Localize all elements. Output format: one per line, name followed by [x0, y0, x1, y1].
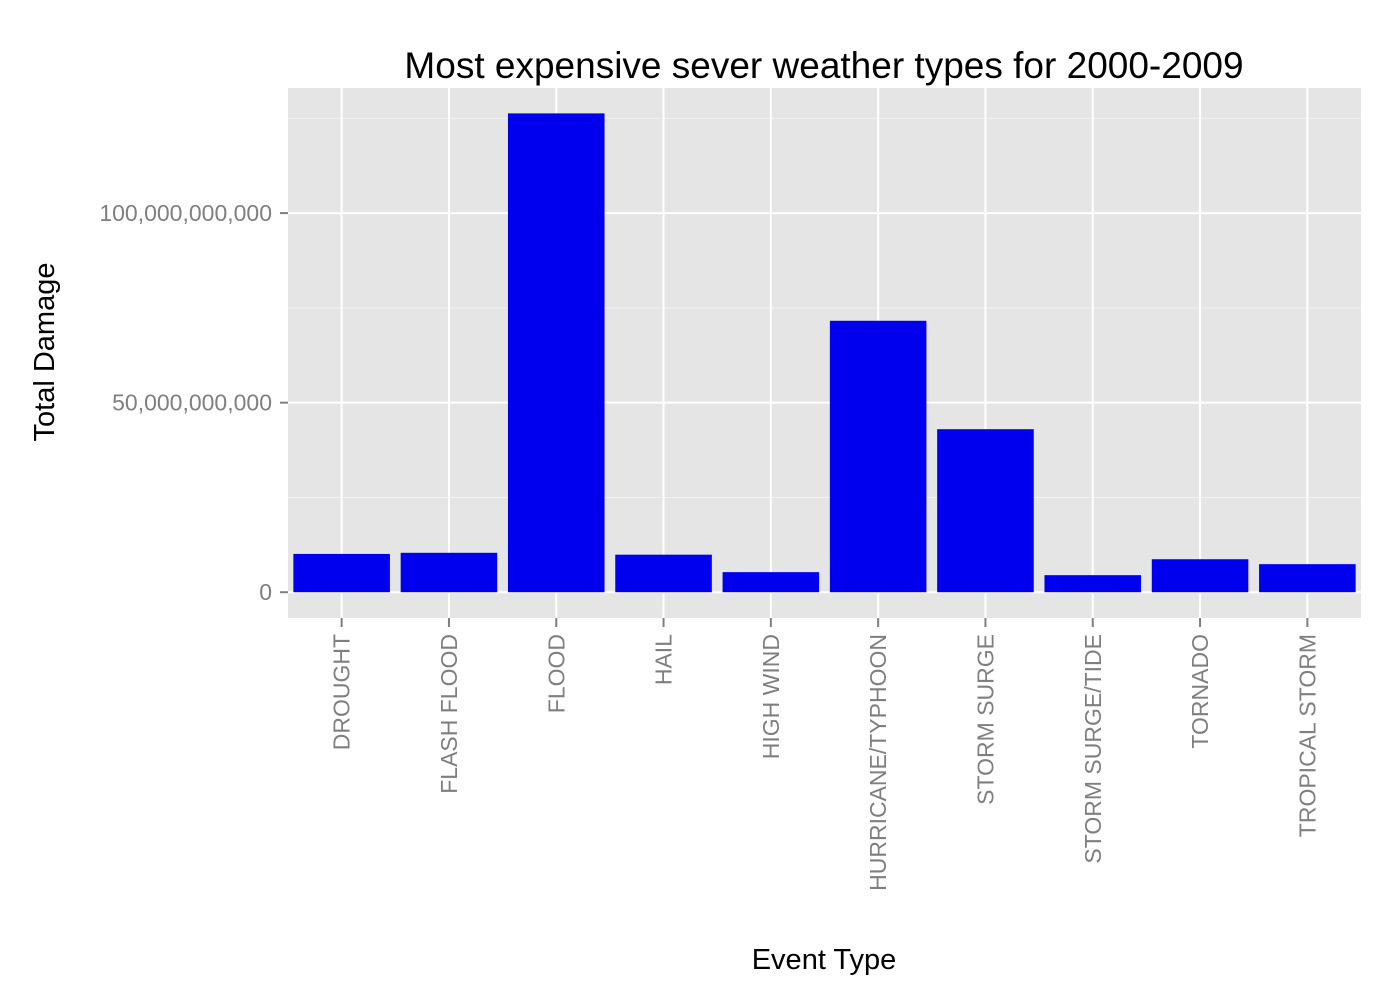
- x-tick-label: FLOOD: [543, 634, 569, 713]
- minor-gridlines: [288, 117, 1361, 498]
- bar-drought: [293, 553, 390, 593]
- chart-title: Most expensive sever weather types for 2…: [404, 45, 1243, 86]
- x-axis-title: Event Type: [752, 944, 897, 976]
- y-axis-title: Total Damage: [29, 263, 61, 442]
- x-tick-label: HAIL: [651, 634, 677, 685]
- x-axis: DROUGHT FLASH FLOOD FLOOD HAIL HIGH WIND HURR…: [329, 618, 1320, 891]
- x-tick-label: STORM SURGE/TIDE: [1080, 634, 1106, 864]
- x-tick-label: TORNADO: [1187, 634, 1213, 749]
- bar-hail: [615, 554, 712, 593]
- bar-tropical-storm: [1259, 564, 1356, 593]
- y-tick-label: 50,000,000,000: [112, 390, 272, 416]
- bar-flood: [507, 113, 605, 593]
- y-tick-label: 0: [259, 579, 272, 605]
- x-tick-label: STORM SURGE: [972, 634, 998, 805]
- bar-flash-flood: [400, 552, 498, 593]
- x-tick-label: HURRICANE/TYPHOON: [865, 634, 891, 891]
- x-tick-label: HIGH WIND: [758, 634, 784, 759]
- bar-hurricane-typhoon: [829, 320, 927, 593]
- y-tick-label: 100,000,000,000: [99, 200, 272, 226]
- bars: [293, 113, 1356, 593]
- x-tick-label: FLASH FLOOD: [436, 634, 462, 794]
- x-tick-label: TROPICAL STORM: [1294, 634, 1320, 837]
- y-axis: 0 50,000,000,000 100,000,000,000: [99, 200, 288, 605]
- bar-storm-surge-tide: [1044, 575, 1142, 593]
- bar-high-wind: [722, 572, 820, 593]
- x-tick-label: DROUGHT: [329, 634, 355, 750]
- bar-tornado: [1151, 559, 1249, 593]
- bar-storm-surge: [937, 429, 1034, 593]
- plot-panel: [288, 88, 1361, 618]
